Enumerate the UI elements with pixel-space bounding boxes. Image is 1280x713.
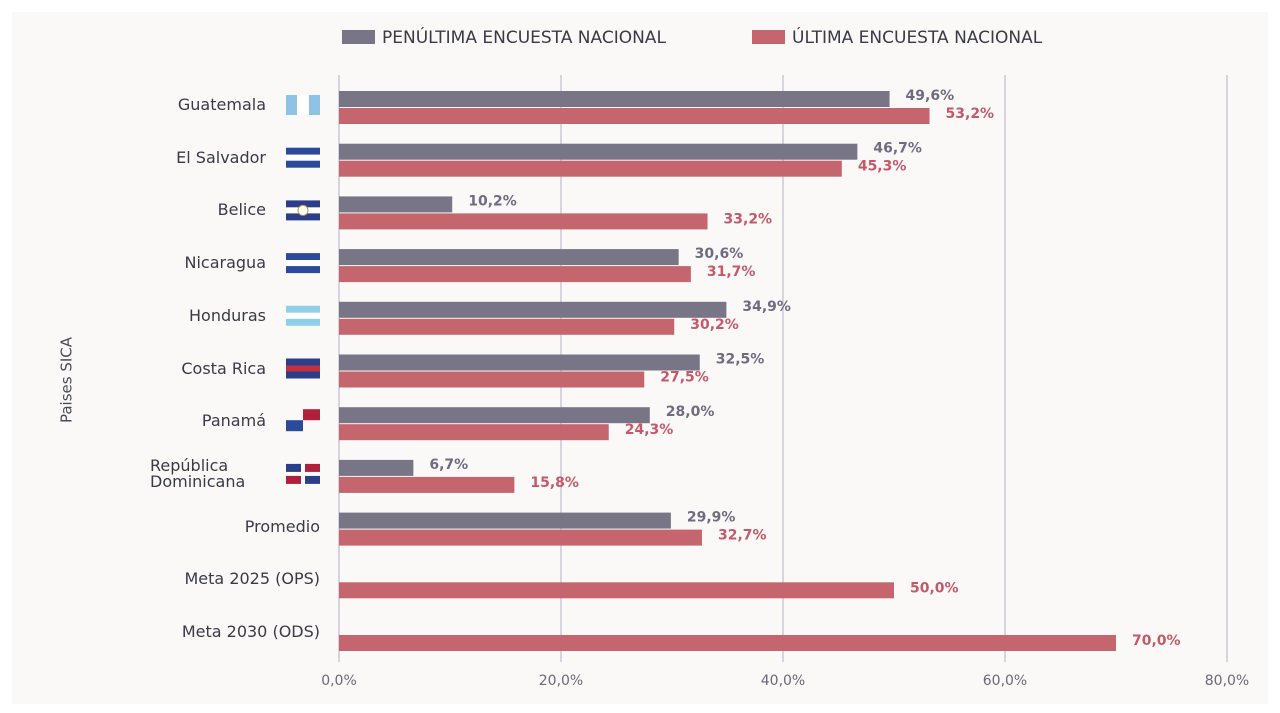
value-label: 15,8% xyxy=(530,475,579,491)
flag xyxy=(286,154,320,161)
value-label: 6,7% xyxy=(429,457,468,473)
flag xyxy=(286,371,320,379)
value-label: 32,7% xyxy=(718,528,767,544)
flag xyxy=(286,200,320,208)
bar xyxy=(339,301,727,318)
bar xyxy=(339,582,894,599)
bar xyxy=(339,249,679,266)
bar xyxy=(339,160,842,177)
flag xyxy=(303,409,320,421)
value-label: 28,0% xyxy=(666,404,715,420)
category-label: Meta 2030 (ODS) xyxy=(181,622,320,641)
bar xyxy=(339,512,671,529)
bar xyxy=(339,354,700,371)
value-label: 24,3% xyxy=(625,422,674,438)
category-label: Honduras xyxy=(189,305,266,325)
legend-swatch xyxy=(342,30,375,44)
flag xyxy=(286,420,303,432)
flag xyxy=(286,305,320,313)
flag xyxy=(305,463,320,472)
flag xyxy=(286,266,320,274)
value-label: 50,0% xyxy=(910,580,959,596)
category-label: Costa Rica xyxy=(181,358,266,378)
category-label: Guatemala xyxy=(177,95,266,114)
category-label: El Salvador xyxy=(176,147,266,167)
flag xyxy=(286,253,320,261)
x-tick-label: 0,0% xyxy=(321,673,357,689)
flag xyxy=(286,463,301,472)
bar xyxy=(339,266,691,283)
flag xyxy=(286,312,320,319)
category-label: Meta 2025 (OPS) xyxy=(184,569,321,589)
value-label: 70,0% xyxy=(1132,633,1181,649)
x-tick-label: 40,0% xyxy=(761,673,805,689)
flag xyxy=(286,147,320,155)
bar xyxy=(339,635,1116,651)
category-label: República Dominicana xyxy=(150,455,246,491)
flag xyxy=(286,475,301,484)
value-label: 34,9% xyxy=(742,299,791,315)
flag xyxy=(286,260,320,267)
bar xyxy=(339,196,453,213)
flag xyxy=(286,160,320,168)
bar xyxy=(339,213,708,230)
legend-swatch xyxy=(752,30,785,44)
bar xyxy=(339,407,650,424)
value-label: 53,2% xyxy=(946,106,995,122)
bar xyxy=(339,459,414,476)
flag xyxy=(286,365,320,372)
bar xyxy=(339,91,890,107)
x-tick-label: 80,0% xyxy=(1205,673,1249,689)
value-label: 31,7% xyxy=(707,264,756,280)
flag xyxy=(297,204,309,216)
bar xyxy=(339,108,930,124)
value-label: 27,5% xyxy=(660,370,709,386)
value-label: 30,2% xyxy=(690,317,739,333)
bar xyxy=(339,371,645,388)
value-label: 45,3% xyxy=(858,159,907,175)
flag xyxy=(286,318,320,326)
bar xyxy=(339,318,675,335)
flag xyxy=(305,475,320,484)
bar xyxy=(339,476,515,493)
bar xyxy=(339,424,609,441)
category-label: Belice xyxy=(217,200,266,220)
y-axis-label: Paises SICA xyxy=(58,336,76,423)
bar xyxy=(339,143,858,160)
x-tick-label: 20,0% xyxy=(539,673,583,689)
flag xyxy=(286,213,320,221)
category-label: Nicaragua xyxy=(184,253,267,273)
legend-label: ÚLTIMA ENCUESTA NACIONAL xyxy=(792,26,1043,48)
value-label: 46,7% xyxy=(873,141,922,157)
legend-label: PENÚLTIMA ENCUESTA NACIONAL xyxy=(382,26,666,48)
bar xyxy=(339,529,702,546)
value-label: 10,2% xyxy=(468,193,517,209)
flag xyxy=(309,95,320,115)
value-label: 29,9% xyxy=(687,510,736,526)
category-label: Promedio xyxy=(244,516,320,536)
flag xyxy=(286,358,320,366)
value-label: 49,6% xyxy=(906,88,955,104)
value-label: 30,6% xyxy=(695,246,744,262)
value-label: 33,2% xyxy=(724,211,773,227)
x-tick-label: 60,0% xyxy=(983,673,1027,689)
category-label: Panamá xyxy=(201,411,266,431)
value-label: 32,5% xyxy=(716,352,765,368)
flag xyxy=(286,95,297,115)
